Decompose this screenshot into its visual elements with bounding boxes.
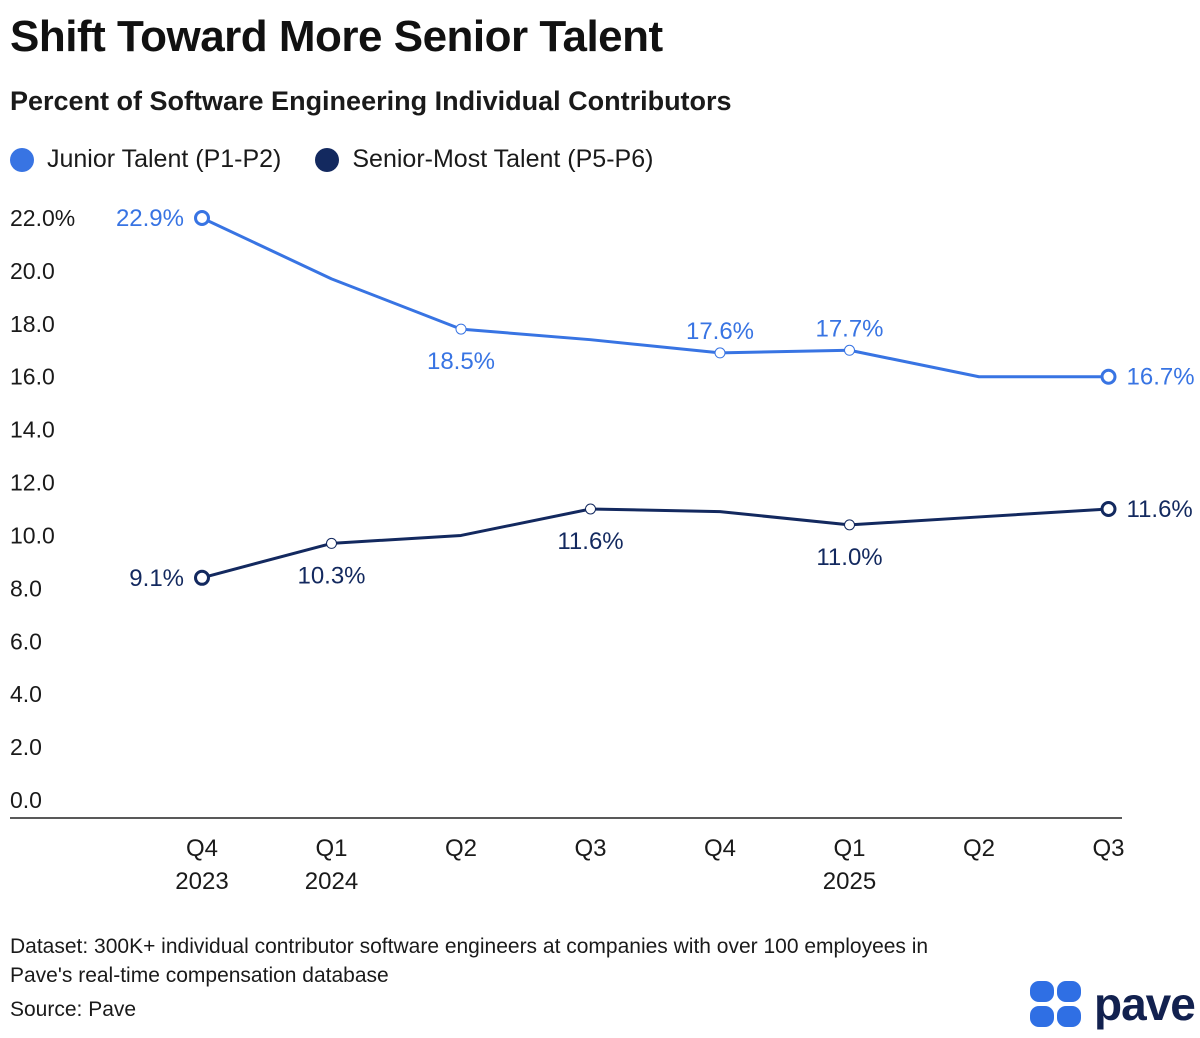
dataset-footnote: Dataset: 300K+ individual contributor so… <box>10 935 929 987</box>
x-tick-quarter: Q4 <box>186 835 218 862</box>
x-axis: Q4 2023 Q1 2024 Q2 Q3 Q4 Q1 2025 Q2 Q3 <box>10 817 1125 895</box>
legend-label-junior: Junior Talent (P1-P2) <box>47 145 282 173</box>
data-label: 22.9% <box>116 205 184 232</box>
x-tick-year: 2025 <box>823 868 876 895</box>
y-tick-label: 2.0 <box>10 734 42 760</box>
x-tick-quarter: Q3 <box>1092 835 1124 862</box>
y-tick-label: 4.0 <box>10 681 42 707</box>
data-point-marker <box>1100 501 1117 517</box>
series-senior: 9.1% 10.3% 11.6% 11.0% 11.6% <box>129 496 1192 592</box>
data-label: 11.0% <box>816 544 882 571</box>
data-point-marker <box>844 344 855 356</box>
x-tick-quarter: Q3 <box>574 835 606 862</box>
data-label: 9.1% <box>129 565 184 592</box>
data-label: 17.7% <box>815 315 883 342</box>
chart-subtitle: Percent of Software Engineering Individu… <box>10 86 732 116</box>
y-tick-label: 0.0 <box>10 787 42 813</box>
data-point-marker <box>194 210 210 226</box>
legend: Junior Talent (P1-P2) Senior-Most Talent… <box>10 145 687 174</box>
data-point-marker <box>326 537 337 549</box>
data-point-marker <box>194 569 210 586</box>
data-point-marker <box>585 503 596 515</box>
data-label: 10.3% <box>297 562 365 589</box>
series-layer: 22.9% 18.5% 17.6% 17.7% 16.7% 9.1% 10.3% 11.6% 1… <box>116 205 1195 592</box>
data-label: 11.6% <box>557 528 623 555</box>
y-tick-label: 14.0 <box>10 417 55 443</box>
x-tick-quarter: Q2 <box>445 835 477 862</box>
y-tick-label: 22.0% <box>10 205 75 231</box>
series-line <box>200 216 1110 379</box>
legend-item-junior: Junior Talent (P1-P2) <box>10 145 281 174</box>
series-line <box>200 507 1110 580</box>
y-tick-label: 10.0 <box>10 522 55 548</box>
legend-label-senior: Senior-Most Talent (P5-P6) <box>352 145 654 173</box>
data-point-marker <box>455 323 467 335</box>
y-axis: 22.0% 20.0 18.0 16.0 14.0 12.0 10.0 8.0 6.0 4.0 2.… <box>10 205 75 813</box>
y-tick-label: 16.0 <box>10 364 55 390</box>
data-point-marker <box>714 347 726 359</box>
x-tick-year: 2024 <box>305 868 358 895</box>
pave-logo: pave <box>1030 978 1196 1030</box>
y-tick-label: 6.0 <box>10 628 42 654</box>
data-point-marker <box>844 519 855 531</box>
series-junior: 22.9% 18.5% 17.6% 17.7% 16.7% <box>116 205 1195 391</box>
chart-title: Shift Toward More Senior Talent <box>10 12 663 61</box>
data-label: 17.6% <box>686 318 754 345</box>
y-tick-label: 20.0 <box>10 258 55 284</box>
x-tick-quarter: Q2 <box>963 835 995 862</box>
source-note: Source: Pave <box>10 998 137 1021</box>
legend-swatch-senior <box>315 147 340 172</box>
y-tick-label: 12.0 <box>10 470 55 496</box>
data-label: 18.5% <box>427 348 495 375</box>
data-point-marker <box>1100 368 1117 385</box>
x-tick-year: 2023 <box>175 868 228 895</box>
data-label: 11.6% <box>1127 496 1193 523</box>
data-label: 16.7% <box>1127 364 1195 391</box>
x-tick-quarter: Q4 <box>704 835 736 862</box>
x-tick-quarter: Q1 <box>833 835 865 862</box>
y-tick-label: 18.0 <box>10 311 55 337</box>
legend-item-senior: Senior-Most Talent (P5-P6) <box>315 145 653 174</box>
y-tick-label: 8.0 <box>10 575 42 601</box>
pave-logo-icon <box>1030 981 1082 1027</box>
x-tick-quarter: Q1 <box>315 835 347 862</box>
legend-swatch-junior <box>10 147 34 172</box>
pave-logo-text: pave <box>1094 978 1196 1030</box>
